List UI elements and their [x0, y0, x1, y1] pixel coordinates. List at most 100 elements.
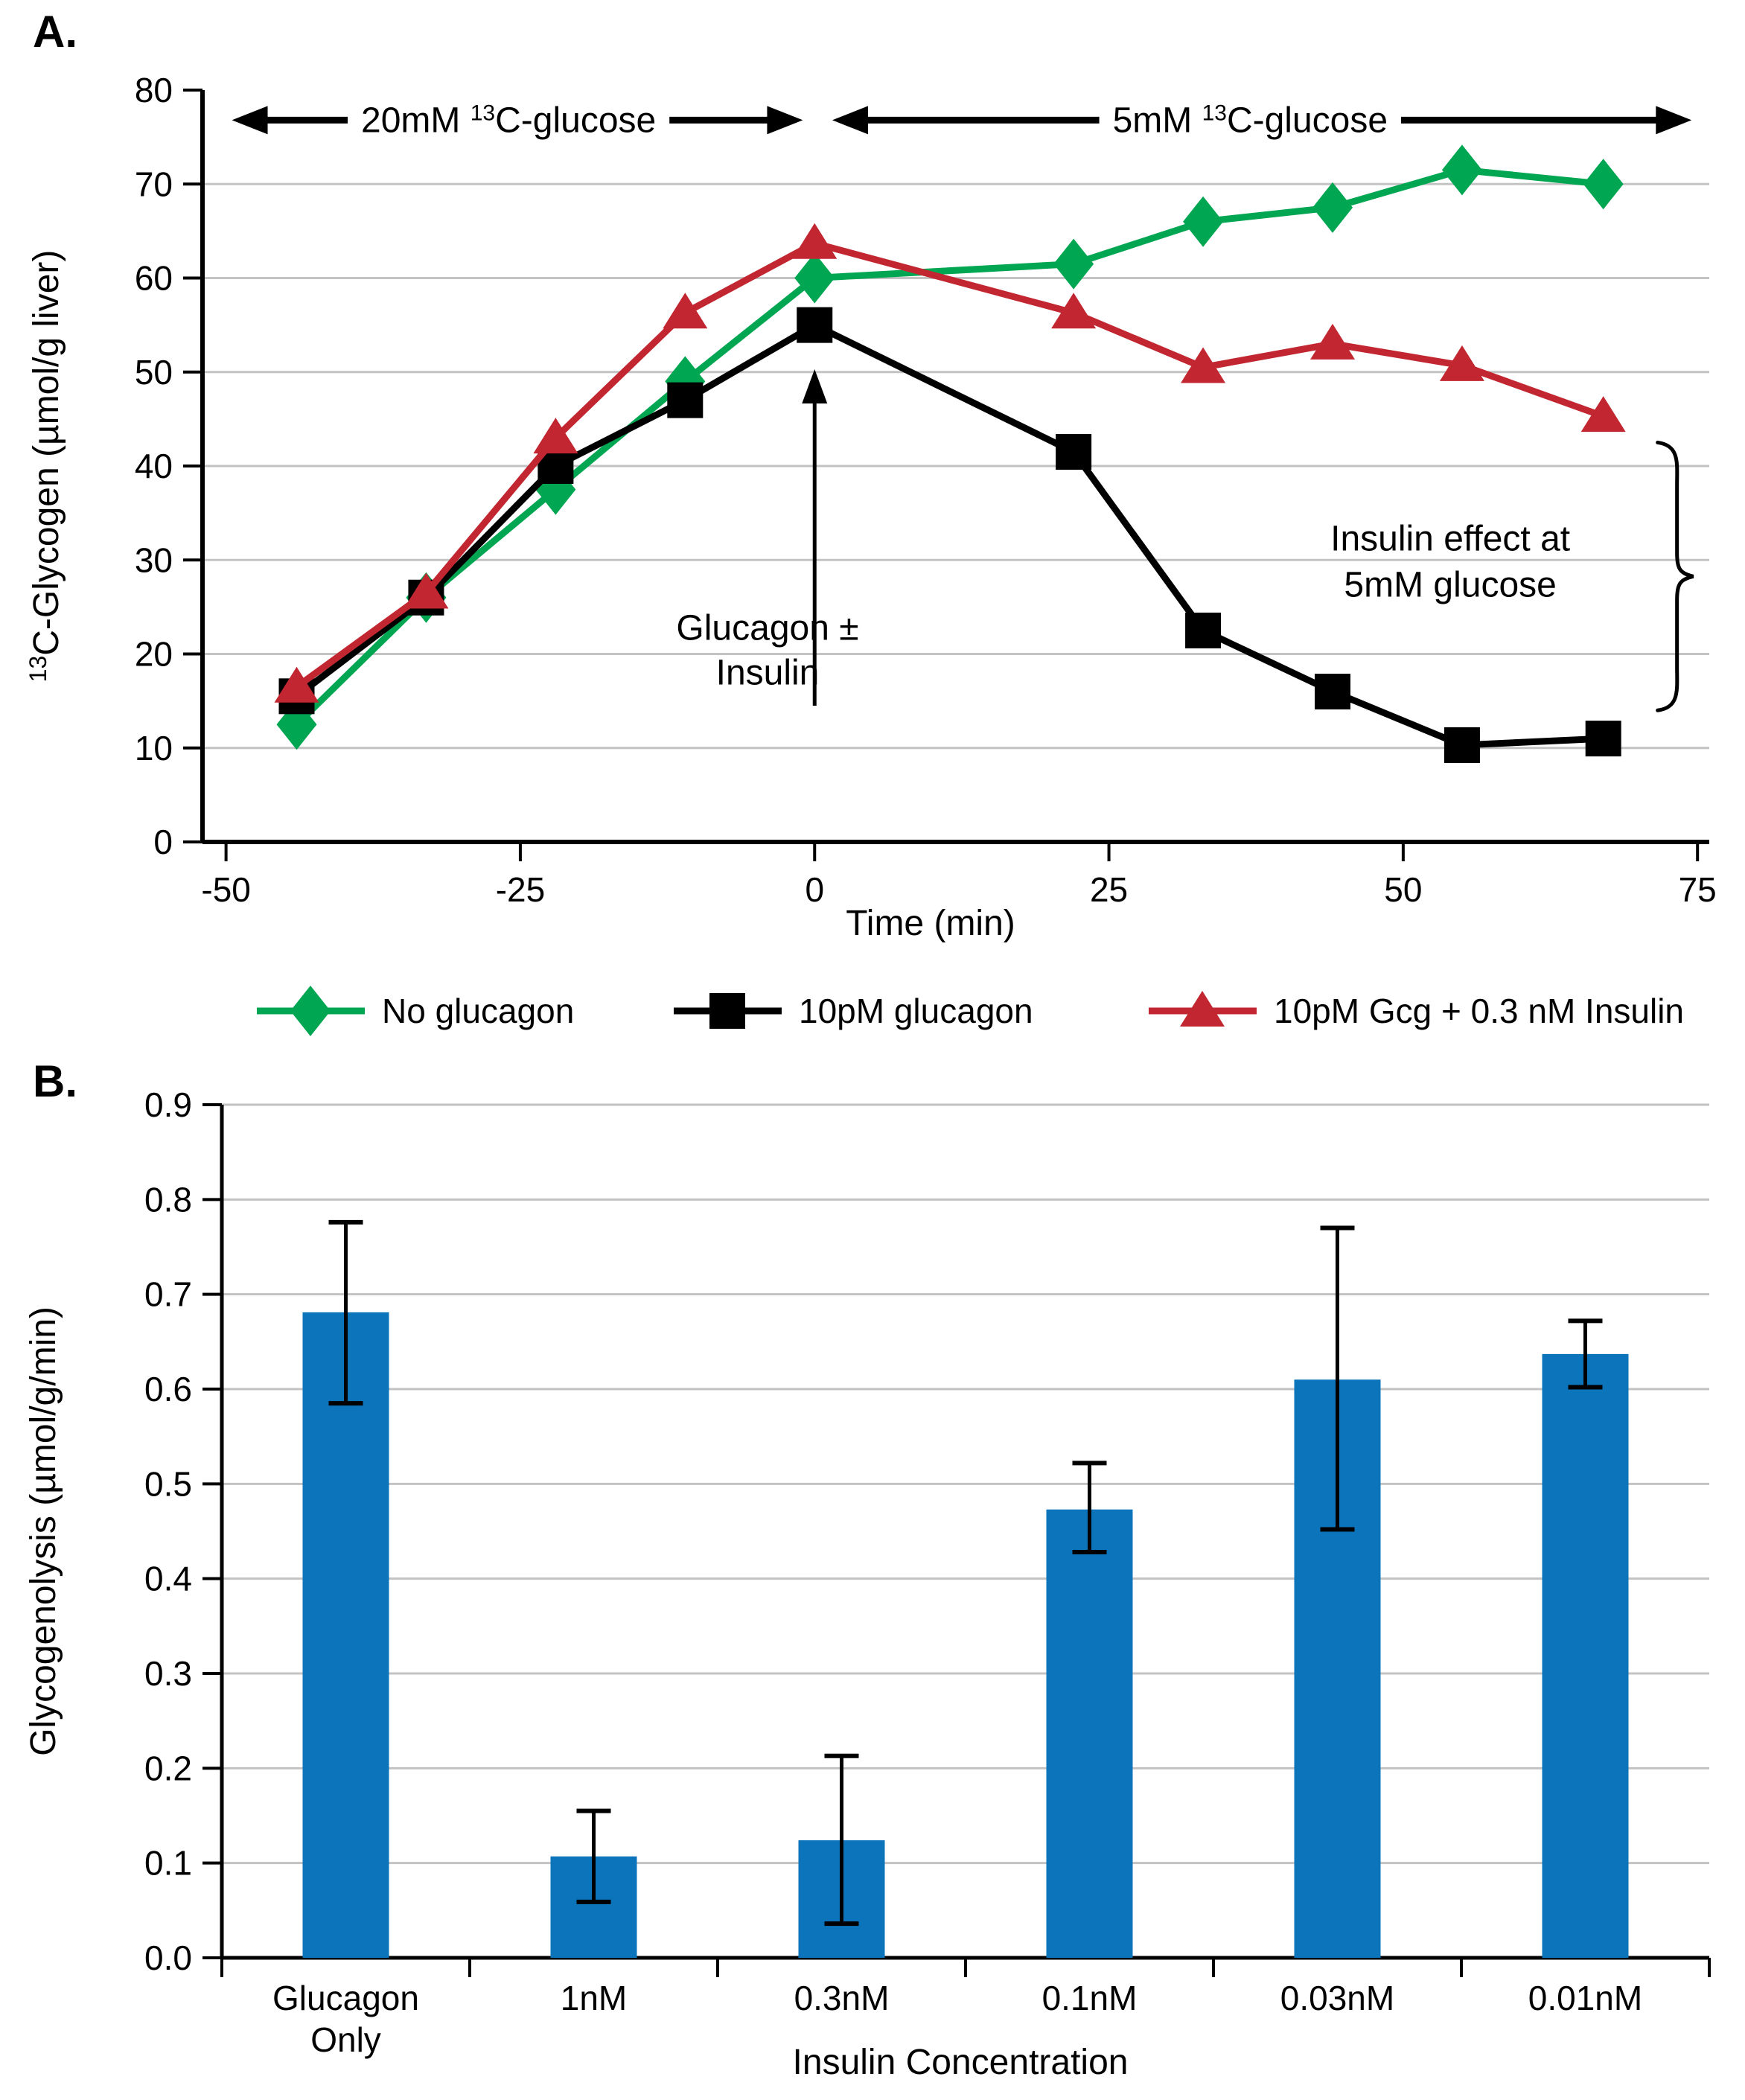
y-tick-label: 0.1	[144, 1844, 192, 1883]
y-tick-label: 70	[135, 165, 173, 203]
x-tick-label: 75	[1679, 870, 1717, 909]
y-tick-label: 0	[153, 823, 173, 861]
y-tick-label: 0.7	[144, 1275, 192, 1314]
x-tick-label: -50	[201, 870, 250, 909]
bar-group: 0.03nM	[1280, 1225, 1394, 2017]
y-tick-label: 80	[135, 71, 173, 109]
legend-item-label: 10pM glucagon	[799, 992, 1033, 1030]
y-tick-label: 0.6	[144, 1370, 192, 1408]
x-category-label: 0.3nM	[794, 1979, 890, 2017]
insulin-effect-label-line: Insulin effect at	[1330, 520, 1570, 559]
legend-item: No glucagon	[257, 986, 574, 1036]
bar	[1542, 1353, 1629, 1958]
panel-a-axes: 0 10 20 30 40 50 60 70 80 -50 -25 0 25 50 75	[135, 71, 1717, 909]
data-point-marker	[403, 572, 449, 609]
y-tick-label: 50	[135, 353, 173, 392]
legend-item: 10pM glucagon	[674, 992, 1033, 1030]
bar	[1046, 1509, 1133, 1958]
x-category-label: 0.01nM	[1528, 1979, 1642, 2017]
x-tick-label: 0	[805, 870, 824, 909]
legend-item-label: No glucagon	[382, 992, 574, 1030]
region-label: 20mM 13C-glucose	[361, 100, 656, 140]
data-point-marker	[274, 666, 319, 703]
panel-a-label: A.	[33, 7, 77, 57]
x-category-label: 0.1nM	[1042, 1979, 1138, 2017]
curly-brace-icon	[1656, 440, 1694, 712]
data-point-marker	[1183, 196, 1224, 247]
y-tick-label: 0.9	[144, 1085, 192, 1124]
series-line	[294, 166, 1604, 727]
series-10pm-gcg-0-3-nm-insulin	[274, 223, 1626, 703]
data-point-marker	[1185, 612, 1222, 648]
data-point-marker	[663, 293, 708, 329]
y-tick-label: 20	[135, 635, 173, 674]
y-tick-label: 40	[135, 447, 173, 485]
data-point-marker	[1585, 721, 1621, 757]
glucose-region-annotation-2: 5mM 13C-glucose	[832, 98, 1692, 144]
data-point-marker	[1053, 238, 1094, 290]
y-tick-label: 0.0	[144, 1938, 192, 1977]
right-arrowhead-icon	[767, 106, 803, 135]
y-tick-label: 60	[135, 259, 173, 298]
y-tick-label: 0.4	[144, 1560, 192, 1598]
x-category-label: 0.03nM	[1280, 1979, 1394, 2017]
insulin-effect-annotation: Insulin effect at 5mM glucose	[1330, 440, 1694, 712]
data-point-marker	[1315, 674, 1350, 709]
data-point-marker	[1310, 323, 1355, 360]
insulin-effect-label-line: 5mM glucose	[1344, 566, 1556, 605]
region-label: 5mM 13C-glucose	[1113, 100, 1388, 140]
data-point-marker	[1580, 396, 1626, 433]
x-category-label: Glucagon	[272, 1979, 419, 2017]
bar-group: 0.1nM	[1042, 1461, 1138, 2017]
y-tick-label: 0.8	[144, 1180, 192, 1219]
legend-item: 10pM Gcg + 0.3 nM Insulin	[1149, 991, 1684, 1030]
panel-b-y-axis-label: Glycogenolysis (µmol/g/min)	[24, 1306, 63, 1756]
panel-a-legend: No glucagon 10pM glucagon 10pM Gcg + 0.3 n…	[257, 986, 1684, 1036]
panel-b-grid	[222, 1103, 1709, 1865]
legend-marker-icon	[1180, 991, 1225, 1027]
data-point-marker	[797, 307, 833, 343]
panel-a-line-chart: 0 10 20 30 40 50 60 70 80 -50 -25 0 25 50 75 20mM 13C-g…	[25, 71, 1717, 1036]
x-category-label: Only	[310, 2020, 381, 2059]
data-point-marker	[1443, 727, 1480, 763]
x-tick-label: 50	[1384, 870, 1422, 909]
bar-group: 0.01nM	[1528, 1318, 1642, 2017]
region-label-bg	[1099, 98, 1402, 144]
panel-b-axes: 0.0 0.1 0.2 0.3 0.4 0.5 0.6 0.7 0.8 0.9	[144, 1085, 1711, 1977]
x-tick-label: -25	[496, 870, 545, 909]
data-point-marker	[667, 382, 704, 418]
data-point-marker	[1583, 159, 1624, 210]
data-point-marker	[794, 252, 835, 304]
bar-group: 0.3nM	[794, 1753, 890, 2017]
data-point-marker	[533, 418, 578, 454]
event-label-line: Glucagon ±	[676, 609, 858, 648]
data-point-marker	[1312, 182, 1353, 233]
panel-a-y-axis-label: 13C-Glycogen (µmol/g liver)	[25, 250, 66, 683]
panel-b-label: B.	[33, 1056, 77, 1106]
left-arrowhead-icon	[232, 106, 268, 135]
y-tick-label: 0.3	[144, 1654, 192, 1693]
left-arrowhead-icon	[832, 106, 868, 135]
y-tick-label: 30	[135, 540, 173, 579]
legend-marker-icon	[290, 986, 331, 1036]
y-tick-label: 10	[135, 729, 173, 767]
panel-b-bar-chart: 0.0 0.1 0.2 0.3 0.4 0.5 0.6 0.7 0.8 0.9 GlucagonOn…	[24, 1085, 1711, 2082]
up-arrowhead-icon	[802, 368, 828, 403]
panel-a-x-axis-label: Time (min)	[846, 904, 1015, 943]
bar-group: 1nM	[550, 1808, 637, 2017]
data-point-marker	[1181, 347, 1226, 383]
data-point-marker	[1439, 345, 1484, 381]
data-point-marker	[792, 223, 838, 259]
bar	[302, 1312, 389, 1958]
legend-marker-icon	[709, 993, 745, 1029]
glucose-region-annotation-1: 20mM 13C-glucose	[232, 98, 803, 144]
glucagon-insulin-annotation: Glucagon ± Insulin	[676, 368, 859, 706]
x-tick-label: 25	[1090, 870, 1128, 909]
series-line	[294, 239, 1605, 690]
data-point-marker	[1051, 293, 1097, 329]
region-label-bg	[348, 98, 670, 144]
data-point-marker	[1056, 434, 1092, 470]
x-category-label: 1nM	[561, 1979, 627, 2017]
